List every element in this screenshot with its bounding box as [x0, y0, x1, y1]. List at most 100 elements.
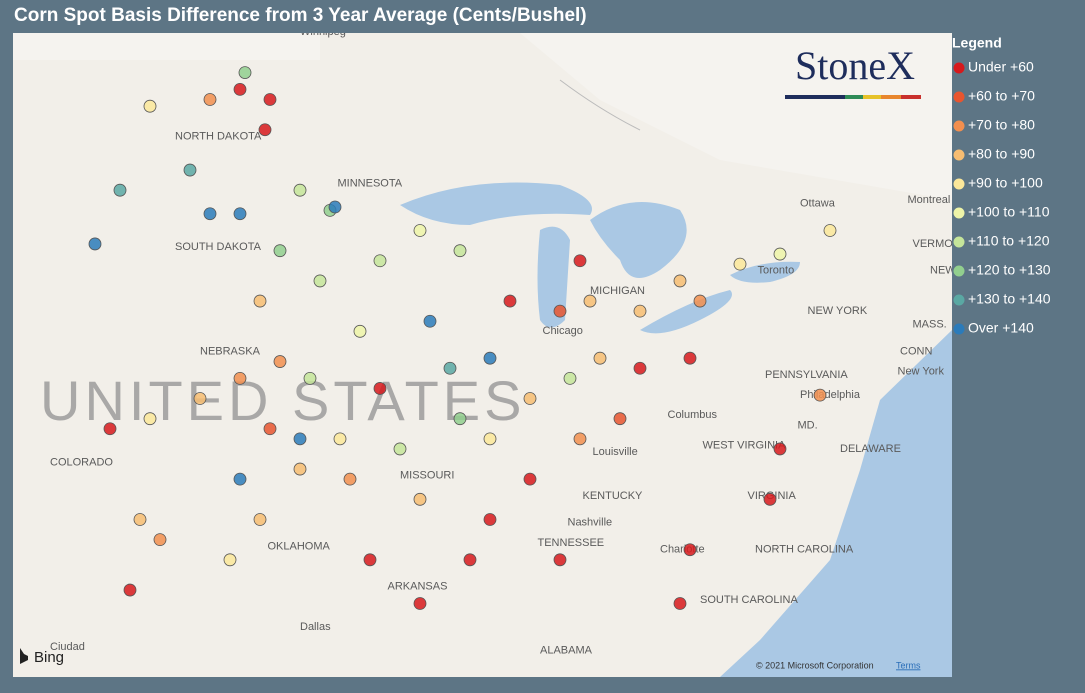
location-point[interactable]	[223, 553, 237, 567]
location-point[interactable]	[233, 83, 247, 96]
location-point[interactable]	[823, 224, 837, 237]
place-label: ALABAMA	[540, 644, 593, 656]
place-label: Ottawa	[800, 198, 836, 210]
legend-label[interactable]: +130 to +140	[968, 291, 1051, 307]
legend-label[interactable]: +60 to +70	[968, 88, 1035, 104]
location-point[interactable]	[523, 392, 537, 405]
location-point[interactable]	[573, 254, 587, 268]
location-point[interactable]	[133, 513, 147, 526]
location-point[interactable]	[293, 432, 307, 446]
location-point[interactable]	[583, 294, 597, 308]
legend-label[interactable]: +120 to +130	[968, 262, 1051, 278]
location-point[interactable]	[683, 351, 697, 365]
legend-label[interactable]: +110 to +120	[968, 233, 1050, 249]
location-point[interactable]	[693, 294, 707, 308]
location-point[interactable]	[233, 472, 247, 486]
legend-swatch	[953, 236, 965, 248]
location-point[interactable]	[483, 432, 497, 446]
location-point[interactable]	[293, 462, 307, 476]
logo-text: StoneX	[795, 43, 915, 88]
location-point[interactable]	[183, 163, 197, 177]
location-point[interactable]	[143, 412, 157, 426]
location-point[interactable]	[813, 388, 827, 402]
location-point[interactable]	[773, 247, 787, 261]
location-point[interactable]	[673, 597, 687, 610]
location-point[interactable]	[363, 553, 377, 567]
location-point[interactable]	[633, 361, 647, 375]
location-point[interactable]	[613, 412, 627, 426]
location-point[interactable]	[343, 472, 357, 486]
location-point[interactable]	[263, 93, 277, 106]
location-point[interactable]	[263, 422, 277, 436]
location-point[interactable]	[453, 412, 467, 426]
location-point[interactable]	[673, 274, 687, 288]
location-point[interactable]	[143, 99, 157, 113]
location-point[interactable]	[463, 553, 477, 567]
location-point[interactable]	[373, 254, 387, 268]
location-point[interactable]	[563, 371, 577, 385]
location-point[interactable]	[423, 314, 437, 328]
legend-label[interactable]: +100 to +110	[968, 204, 1050, 220]
location-point[interactable]	[113, 183, 127, 197]
map[interactable]: UNITED STATES NORTH DAKOTA MINNESOTA SOUTH …	[13, 26, 1024, 677]
location-point[interactable]	[253, 513, 267, 526]
location-point[interactable]	[733, 257, 747, 271]
location-point[interactable]	[523, 472, 537, 486]
location-point[interactable]	[193, 392, 207, 405]
location-point[interactable]	[573, 432, 587, 446]
location-point[interactable]	[88, 237, 102, 251]
location-point[interactable]	[483, 513, 497, 526]
place-label: WEST VIRGINIA	[703, 439, 787, 451]
place-label: Toronto	[758, 265, 795, 277]
location-point[interactable]	[553, 304, 567, 318]
location-point[interactable]	[483, 351, 497, 365]
legend-swatch	[953, 207, 965, 219]
terms-link[interactable]: Terms	[896, 660, 921, 670]
location-point[interactable]	[373, 382, 387, 395]
location-point[interactable]	[253, 294, 267, 308]
location-point[interactable]	[273, 244, 287, 258]
legend: Under +60 +60 to +70 +70 to +80 +80 to +90 +…	[953, 59, 1051, 336]
location-point[interactable]	[443, 361, 457, 375]
location-point[interactable]	[293, 183, 307, 197]
place-label: OKLAHOMA	[268, 540, 331, 552]
legend-label[interactable]: Under +60	[968, 59, 1034, 75]
location-point[interactable]	[683, 543, 697, 557]
location-point[interactable]	[553, 553, 567, 567]
location-point[interactable]	[393, 442, 407, 456]
location-point[interactable]	[203, 93, 217, 106]
canada	[13, 33, 320, 60]
location-point[interactable]	[633, 304, 647, 318]
location-point[interactable]	[123, 583, 137, 597]
location-point[interactable]	[593, 351, 607, 365]
location-point[interactable]	[773, 442, 787, 456]
location-point[interactable]	[273, 355, 287, 368]
location-point[interactable]	[238, 66, 252, 79]
place-label: Dallas	[300, 621, 331, 633]
location-point[interactable]	[353, 324, 367, 338]
location-point[interactable]	[413, 597, 427, 610]
location-point[interactable]	[303, 371, 317, 385]
location-point[interactable]	[333, 432, 347, 446]
location-point[interactable]	[103, 422, 117, 436]
location-point[interactable]	[203, 207, 217, 221]
location-point[interactable]	[413, 224, 427, 237]
location-point[interactable]	[233, 207, 247, 221]
legend-label[interactable]: +70 to +80	[968, 117, 1035, 133]
location-point[interactable]	[233, 371, 247, 385]
legend-swatch	[953, 91, 965, 103]
legend-label[interactable]: Over +140	[968, 320, 1034, 336]
canada	[320, 33, 952, 200]
location-point[interactable]	[258, 123, 272, 137]
location-point[interactable]	[413, 492, 427, 506]
legend-label[interactable]: +90 to +100	[968, 175, 1043, 191]
location-point[interactable]	[313, 274, 327, 288]
legend-label[interactable]: +80 to +90	[968, 146, 1035, 162]
location-point[interactable]	[153, 533, 167, 547]
location-point[interactable]	[503, 294, 517, 308]
location-point[interactable]	[328, 200, 342, 214]
location-point[interactable]	[763, 492, 777, 506]
location-point[interactable]	[453, 244, 467, 258]
place-label: KENTUCKY	[583, 490, 644, 502]
country-label: UNITED STATES	[40, 369, 526, 432]
